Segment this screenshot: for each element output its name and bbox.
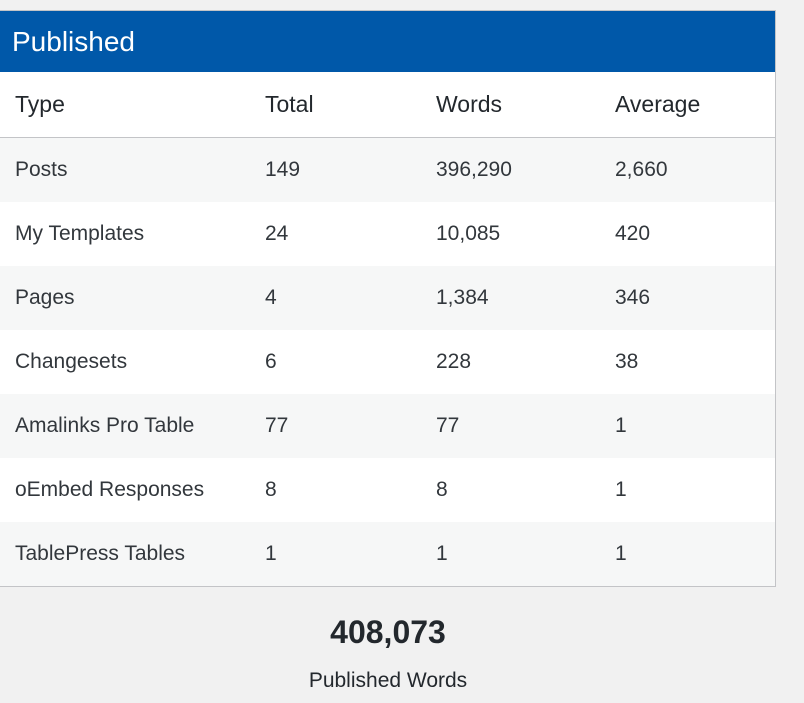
cell-words: 1 (421, 522, 600, 586)
column-header-words: Words (421, 72, 600, 138)
cell-words: 228 (421, 330, 600, 394)
published-words-summary: 408,073 Published Words (0, 612, 776, 694)
cell-words: 1,384 (421, 266, 600, 330)
cell-total: 6 (250, 330, 421, 394)
cell-total: 24 (250, 202, 421, 266)
column-header-total: Total (250, 72, 421, 138)
cell-total: 8 (250, 458, 421, 522)
cell-total: 77 (250, 394, 421, 458)
table-header-row: Type Total Words Average (0, 72, 775, 138)
table-row: TablePress Tables 1 1 1 (0, 522, 775, 586)
table-row: oEmbed Responses 8 8 1 (0, 458, 775, 522)
cell-average: 1 (600, 458, 775, 522)
column-header-average: Average (600, 72, 775, 138)
panel-title: Published (0, 11, 775, 72)
published-words-label: Published Words (308, 669, 468, 692)
table-row: Pages 4 1,384 346 (0, 266, 775, 330)
cell-words: 77 (421, 394, 600, 458)
table-row: Changesets 6 228 38 (0, 330, 775, 394)
table-row: Amalinks Pro Table 77 77 1 (0, 394, 775, 458)
cell-words: 8 (421, 458, 600, 522)
cell-average: 420 (600, 202, 775, 266)
cell-type: Changesets (0, 330, 250, 394)
cell-type: Posts (0, 137, 250, 202)
table-row: My Templates 24 10,085 420 (0, 202, 775, 266)
cell-total: 4 (250, 266, 421, 330)
cell-average: 1 (600, 394, 775, 458)
cell-words: 396,290 (421, 137, 600, 202)
published-panel: Published Type Total Words Average Posts… (0, 10, 776, 587)
table-row: Posts 149 396,290 2,660 (0, 137, 775, 202)
cell-average: 2,660 (600, 137, 775, 202)
cell-type: TablePress Tables (0, 522, 250, 586)
cell-average: 1 (600, 522, 775, 586)
published-table: Type Total Words Average Posts 149 396,2… (0, 72, 775, 586)
cell-type: Pages (0, 266, 250, 330)
cell-type: Amalinks Pro Table (0, 394, 250, 458)
cell-total: 149 (250, 137, 421, 202)
column-header-type: Type (0, 72, 250, 138)
cell-average: 38 (600, 330, 775, 394)
cell-type: oEmbed Responses (0, 458, 250, 522)
cell-type: My Templates (0, 202, 250, 266)
cell-words: 10,085 (421, 202, 600, 266)
published-words-total: 408,073 (330, 614, 446, 650)
cell-average: 346 (600, 266, 775, 330)
cell-total: 1 (250, 522, 421, 586)
